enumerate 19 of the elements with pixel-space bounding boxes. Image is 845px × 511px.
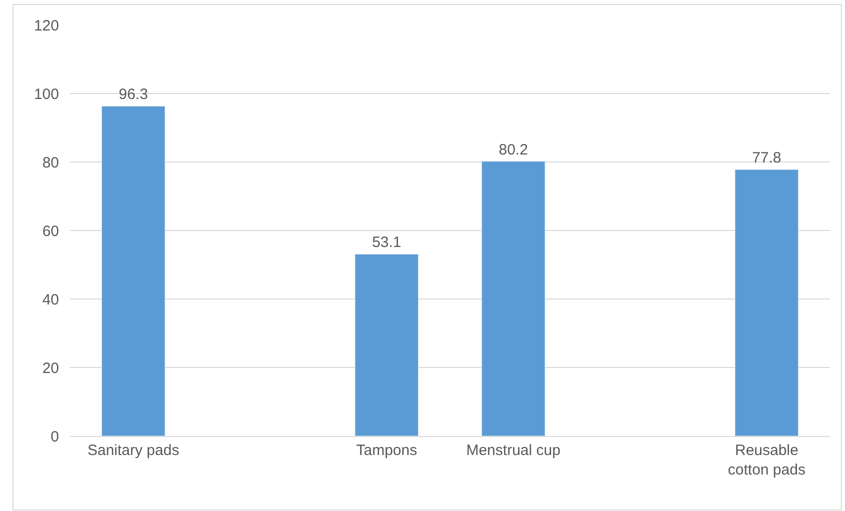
data-label: 77.8 [752, 150, 782, 167]
y-tick-label: 60 [42, 222, 59, 240]
y-tick-label: 120 [34, 17, 59, 34]
y-tick-label: 80 [42, 154, 59, 172]
y-tick-label: 40 [42, 291, 59, 308]
y-tick-label: 100 [34, 86, 59, 103]
data-label: 53.1 [372, 234, 402, 252]
x-tick-label: Menstrual cup [466, 442, 560, 459]
data-label: 96.3 [118, 86, 148, 104]
y-tick-label: 20 [42, 360, 59, 377]
x-tick-label: Sanitary pads [87, 442, 180, 459]
x-tick-label: Tampons [356, 442, 418, 459]
data-label: 80.2 [498, 141, 528, 158]
bar [101, 106, 166, 436]
bar [481, 161, 546, 436]
y-tick-label: 0 [50, 428, 59, 446]
bar [734, 169, 799, 436]
bar [354, 254, 419, 436]
x-tick-label: Reusable cotton pads [728, 442, 806, 478]
